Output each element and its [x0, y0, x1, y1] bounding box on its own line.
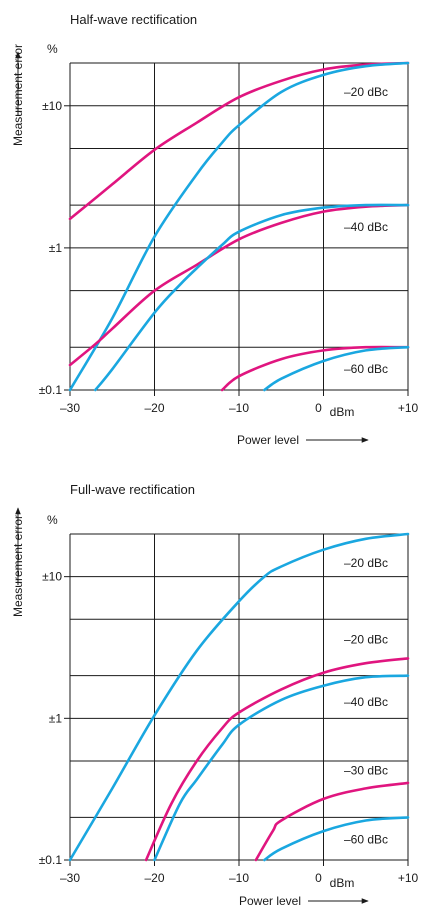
series-line-cyan — [68, 61, 410, 392]
curve-labels: –20 dBc –40 dBc –60 dBc — [344, 85, 388, 376]
x-tick-label: 0 — [315, 871, 322, 885]
y-tick-label: ±0.1 — [39, 853, 63, 867]
x-tick-label: +10 — [398, 401, 419, 415]
curve-label: –40 dBc — [344, 695, 388, 709]
curve-label: –40 dBc — [344, 220, 388, 234]
series-line-magenta — [254, 781, 410, 862]
x-tick-label: –10 — [229, 401, 249, 415]
x-tick-label: +10 — [398, 871, 419, 885]
y-unit-label: % — [47, 513, 58, 527]
plot-lines — [68, 61, 410, 392]
x-tick-label: –10 — [229, 871, 249, 885]
series-line-cyan — [68, 532, 410, 862]
y-unit-label: % — [47, 42, 58, 56]
curve-label: –60 dBc — [344, 362, 388, 376]
curve-label: –20 dBc — [344, 556, 388, 570]
series-line-magenta — [220, 345, 410, 392]
chart-half-wave: Half-wave rectification % –20 dBc –40 dBc… — [11, 12, 419, 447]
series-line-cyan — [94, 203, 410, 392]
y-tick-label: ±10 — [42, 99, 62, 113]
x-tick-label: –30 — [60, 871, 80, 885]
y-tick-label: ±10 — [42, 570, 62, 584]
plot-lines — [68, 532, 410, 862]
curve-label: –60 dBc — [344, 832, 388, 846]
x-axis-label: Power level — [237, 433, 299, 447]
y-tick-labels: ±0.1 ±1 ±10 — [39, 99, 63, 397]
y-tick-label: ±1 — [49, 241, 63, 255]
grid — [64, 533, 409, 866]
x-tick-label: –30 — [60, 401, 80, 415]
x-unit-label: dBm — [330, 876, 355, 890]
y-tick-label: ±1 — [49, 711, 63, 725]
series-line-cyan — [263, 816, 410, 862]
x-axis-label: Power level — [239, 894, 301, 908]
x-tick-labels: –30 –20 –10 0 +10 — [60, 871, 419, 885]
curve-labels: –20 dBc –20 dBc –40 dBc –30 dBc –60 dBc — [344, 556, 388, 846]
series-line-magenta — [68, 203, 410, 367]
x-tick-label: 0 — [315, 401, 322, 415]
series-line-cyan — [263, 345, 410, 392]
curve-label: –30 dBc — [344, 763, 388, 777]
series-line-cyan — [153, 674, 410, 862]
chart-title: Full-wave rectification — [70, 482, 195, 497]
series-line-magenta — [68, 61, 410, 221]
x-tick-label: –20 — [144, 401, 164, 415]
series-line-magenta — [144, 657, 410, 862]
chart-title: Half-wave rectification — [70, 12, 197, 27]
x-unit-label: dBm — [330, 405, 355, 419]
curve-label: –20 dBc — [344, 85, 388, 99]
curve-label: –20 dBc — [344, 633, 388, 647]
y-tick-label: ±0.1 — [39, 383, 63, 397]
y-tick-labels: ±0.1 ±1 ±10 — [39, 570, 63, 867]
x-tick-labels: –30 –20 –10 0 +10 — [60, 401, 419, 415]
x-tick-label: –20 — [144, 871, 164, 885]
chart-full-wave: Full-wave rectification % –20 dBc–20 dBc… — [11, 482, 419, 908]
